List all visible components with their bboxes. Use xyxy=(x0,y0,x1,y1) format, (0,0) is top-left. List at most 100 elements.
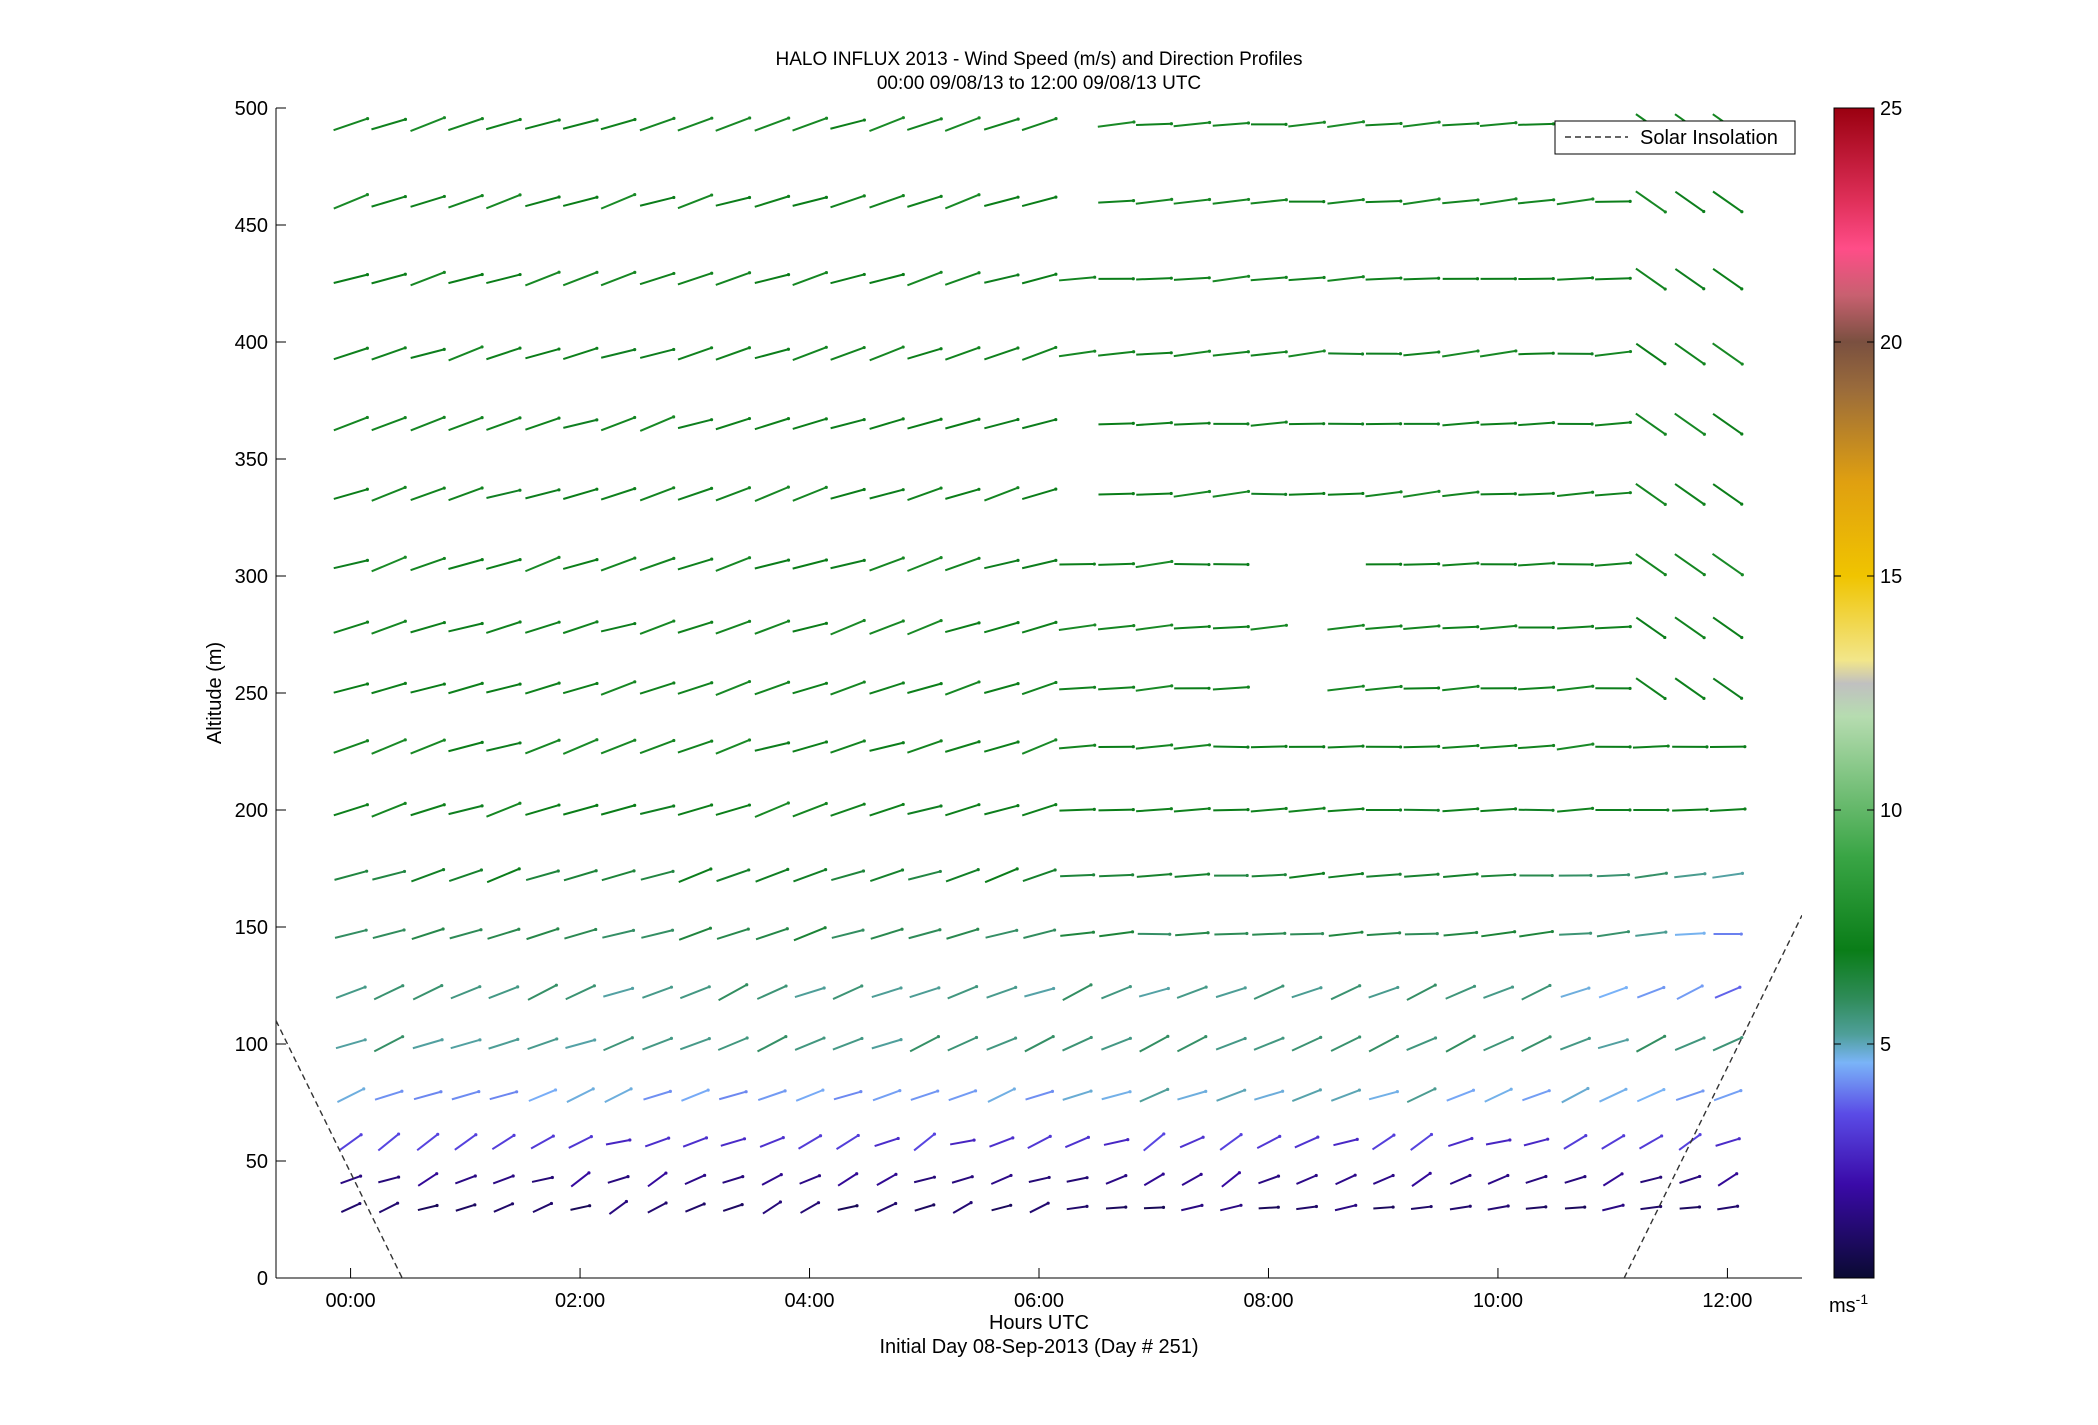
wind-arrow-head xyxy=(1126,1138,1130,1142)
wind-arrow xyxy=(715,620,750,635)
wind-arrow-head xyxy=(1476,807,1480,811)
wind-arrow-head xyxy=(901,417,905,421)
wind-arrow xyxy=(754,117,789,132)
wind-arrow xyxy=(1712,677,1743,700)
wind-arrow-head xyxy=(1131,421,1135,425)
wind-arrow xyxy=(1143,1133,1165,1152)
wind-arrow xyxy=(830,273,865,285)
wind-arrow xyxy=(792,346,827,362)
legend-label-solar: Solar Insolation xyxy=(1640,127,1778,149)
wind-arrow xyxy=(412,984,443,1001)
wind-arrow-head xyxy=(1628,420,1632,424)
wind-arrow xyxy=(1215,1037,1246,1051)
wind-arrow xyxy=(486,741,521,752)
wind-arrow-head xyxy=(664,1171,668,1175)
legend: Solar Insolation xyxy=(1554,120,1796,155)
wind-arrow-head xyxy=(1399,624,1403,628)
wind-arrow-head xyxy=(1358,1035,1362,1039)
wind-arrow xyxy=(832,1037,863,1051)
wind-arrow xyxy=(565,1039,595,1049)
wind-arrow-head xyxy=(442,270,446,274)
wind-arrow-head xyxy=(442,116,446,120)
wind-arrow xyxy=(1559,1037,1590,1051)
wind-arrow xyxy=(754,559,789,570)
wind-arrow xyxy=(1479,197,1517,206)
wind-arrow xyxy=(1021,196,1057,208)
wind-arrow-head xyxy=(1399,276,1403,280)
wind-arrow xyxy=(1480,744,1516,750)
wind-arrow xyxy=(869,681,904,695)
wind-arrow xyxy=(1258,1175,1279,1185)
wind-arrow-head xyxy=(1433,1036,1438,1040)
wind-arrow xyxy=(989,1136,1014,1148)
wind-arrow xyxy=(1674,677,1705,700)
wind-arrow xyxy=(1717,1205,1738,1211)
wind-arrow xyxy=(1181,1204,1203,1212)
wind-arrow-head xyxy=(480,416,484,420)
wind-arrow xyxy=(1181,1173,1202,1186)
wind-arrow-head xyxy=(626,1175,630,1179)
wind-arrow xyxy=(830,740,865,754)
wind-arrow-head xyxy=(403,619,407,623)
wind-arrow-head xyxy=(1436,422,1440,426)
wind-arrow xyxy=(1327,275,1364,282)
wind-arrow-head xyxy=(1092,562,1096,566)
wind-arrow-head xyxy=(1624,986,1628,990)
wind-arrow xyxy=(984,559,1019,570)
wind-arrow xyxy=(1518,686,1554,691)
wind-arrow xyxy=(1213,808,1248,812)
wind-arrow xyxy=(1442,122,1478,127)
wind-arrow-head xyxy=(1053,868,1057,872)
wind-arrow xyxy=(600,804,635,816)
wind-arrow-head xyxy=(1508,1138,1512,1142)
wind-arrow-head xyxy=(704,1136,709,1140)
wind-arrow-head xyxy=(480,345,484,349)
wind-arrow-head xyxy=(1476,743,1480,748)
wind-arrow-head xyxy=(517,927,521,931)
wind-arrow xyxy=(1212,275,1249,283)
wind-arrow-head xyxy=(1132,624,1136,628)
wind-arrow xyxy=(947,985,977,1000)
wind-arrow-head xyxy=(1398,931,1402,935)
wind-arrow-head xyxy=(744,1090,748,1094)
wind-arrow-head xyxy=(1169,122,1174,126)
wind-arrow xyxy=(1406,1037,1436,1051)
wind-arrow-head xyxy=(1354,1203,1358,1207)
wind-arrow-head xyxy=(556,869,560,873)
wind-arrow xyxy=(792,486,827,502)
wind-arrow xyxy=(410,195,445,208)
wind-arrow-head xyxy=(1509,1087,1513,1091)
wind-arrow-head xyxy=(518,558,522,562)
wind-arrow xyxy=(869,741,904,752)
wind-arrow xyxy=(371,556,406,573)
wind-arrow xyxy=(1174,873,1209,878)
wind-arrow-head xyxy=(1361,684,1365,688)
y-tick-label: 150 xyxy=(235,917,268,939)
wind-arrow xyxy=(1594,421,1631,427)
wind-arrow-head xyxy=(710,620,714,624)
wind-arrow-head xyxy=(1050,1089,1055,1093)
wind-arrow xyxy=(371,682,406,695)
wind-arrow-head xyxy=(1663,696,1667,701)
wind-arrow-head xyxy=(1429,1204,1433,1209)
wind-arrow-head xyxy=(1551,421,1556,425)
wind-arrow-head xyxy=(1666,744,1670,748)
wind-arrow xyxy=(947,1036,977,1052)
wind-arrow-head xyxy=(557,803,561,807)
wind-arrow-head xyxy=(1124,1174,1128,1178)
wind-arrow-head xyxy=(1054,487,1058,491)
wind-arrow-head xyxy=(672,681,676,685)
wind-arrow xyxy=(798,1134,822,1150)
wind-arrow-head xyxy=(1243,986,1247,990)
wind-arrow-head xyxy=(1204,1035,1208,1039)
wind-arrow xyxy=(413,1090,442,1101)
wind-arrow xyxy=(715,739,750,755)
wind-arrow xyxy=(1556,685,1593,692)
wind-arrow-head xyxy=(664,1201,668,1205)
wind-arrow-head xyxy=(1016,195,1020,199)
wind-arrow xyxy=(1635,412,1666,436)
wind-arrow xyxy=(1290,932,1323,936)
wind-arrow xyxy=(1330,984,1361,1001)
wind-arrow-head xyxy=(593,1038,597,1042)
wind-arrow xyxy=(1066,1176,1088,1183)
